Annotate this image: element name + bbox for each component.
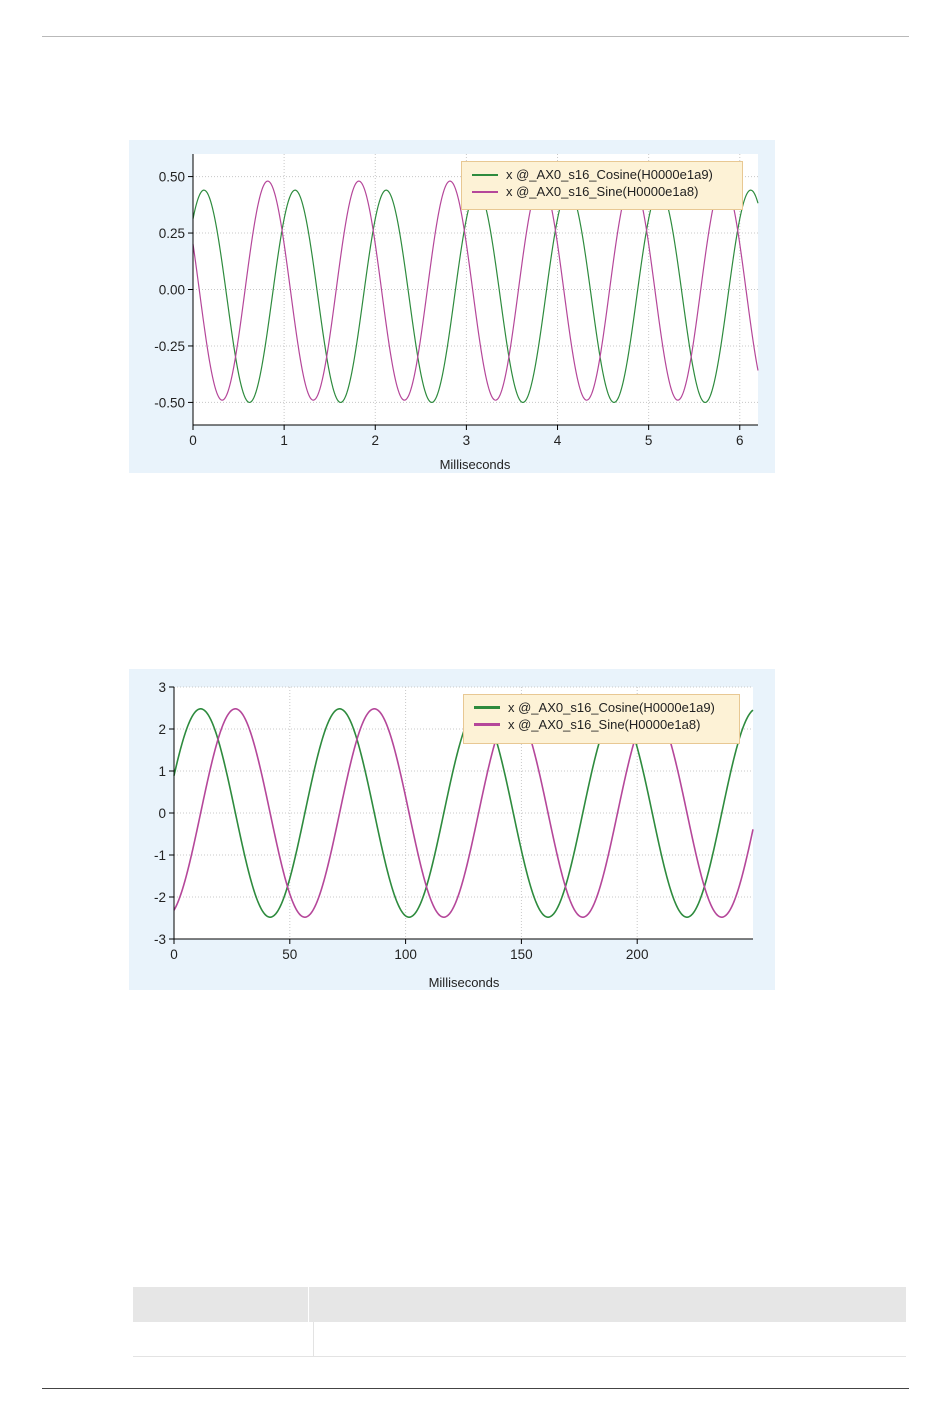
x-tick-label: 50: [282, 947, 297, 962]
legend-swatch-sine: [472, 190, 498, 193]
chart-2-x-axis-title: Milliseconds: [429, 975, 500, 990]
table-row-divider: [313, 1322, 314, 1357]
y-tick-label: 0: [158, 806, 166, 821]
x-tick-label: 6: [736, 433, 744, 448]
x-tick-label: 3: [463, 433, 471, 448]
legend-swatch-cosine: [474, 706, 500, 709]
x-tick-label: 5: [645, 433, 653, 448]
legend-swatch-cosine: [472, 173, 498, 176]
y-tick-label: 0.25: [159, 226, 185, 241]
chart-2-legend: x @_AX0_s16_Cosine(H0000e1a9) x @_AX0_s1…: [463, 694, 740, 744]
y-tick-label: -0.25: [154, 339, 185, 354]
x-tick-label: 150: [510, 947, 533, 962]
x-tick-label: 0: [189, 433, 197, 448]
legend-swatch-sine: [474, 723, 500, 726]
y-tick-label: 0.00: [159, 283, 185, 298]
y-tick-label: 1: [158, 764, 166, 779]
legend-label-sine: x @_AX0_s16_Sine(H0000e1a8): [506, 184, 699, 199]
chart-panel-2: 0 50 100 150 200 3 2 1 0 -1 -2 -3 Milliseconds x @_…: [129, 669, 775, 990]
legend-item-sine: x @_AX0_s16_Sine(H0000e1a8): [474, 716, 731, 733]
x-tick-label: 200: [626, 947, 649, 962]
legend-label-cosine: x @_AX0_s16_Cosine(H0000e1a9): [508, 700, 715, 715]
table-header: [133, 1287, 906, 1322]
page-header-rule: [42, 36, 909, 37]
legend-item-cosine: x @_AX0_s16_Cosine(H0000e1a9): [474, 699, 731, 716]
legend-item-cosine: x @_AX0_s16_Cosine(H0000e1a9): [472, 166, 734, 183]
legend-item-sine: x @_AX0_s16_Sine(H0000e1a8): [472, 183, 734, 200]
y-tick-label: -0.50: [154, 395, 185, 410]
y-tick-label: -1: [154, 848, 166, 863]
y-tick-label: -2: [154, 890, 166, 905]
x-tick-label: 2: [372, 433, 380, 448]
legend-label-sine: x @_AX0_s16_Sine(H0000e1a8): [508, 717, 701, 732]
chart-1-ticks: 0 1 2 3 4 5 6 0.50 0.25 0.00 -0.25 -0.50: [154, 170, 743, 448]
series-line-sine: [192, 180, 759, 401]
x-tick-label: 1: [280, 433, 288, 448]
legend-label-cosine: x @_AX0_s16_Cosine(H0000e1a9): [506, 167, 713, 182]
chart-panel-1: 0 1 2 3 4 5 6 0.50 0.25 0.00 -0.25 -0.50 Millisecon…: [129, 140, 775, 473]
chart-2-ticks: 0 50 100 150 200 3 2 1 0 -1 -2 -3: [154, 680, 648, 962]
chart-1-x-axis-title: Milliseconds: [440, 457, 511, 472]
x-tick-label: 0: [170, 947, 178, 962]
table-header-divider: [308, 1287, 309, 1322]
x-tick-label: 100: [394, 947, 417, 962]
x-tick-label: 4: [554, 433, 562, 448]
table-row: [133, 1322, 906, 1357]
y-tick-label: 0.50: [159, 170, 185, 185]
y-tick-label: -3: [154, 932, 166, 947]
chart-1-legend: x @_AX0_s16_Cosine(H0000e1a9) x @_AX0_s1…: [461, 161, 743, 210]
y-tick-label: 2: [158, 722, 166, 737]
y-tick-label: 3: [158, 680, 166, 695]
page-footer-rule: [42, 1388, 909, 1389]
